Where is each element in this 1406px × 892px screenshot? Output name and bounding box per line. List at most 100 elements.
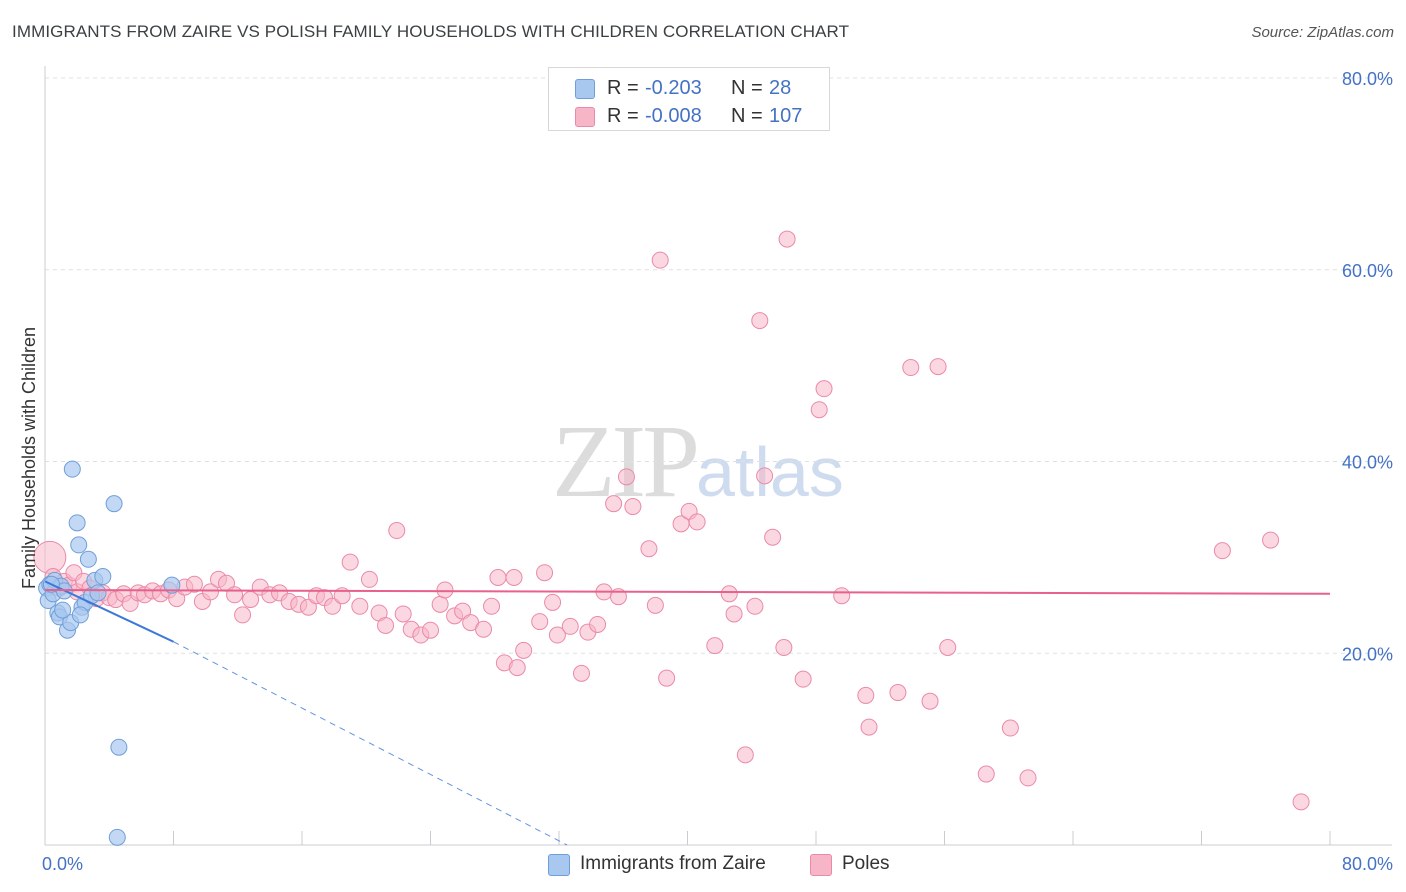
poles-point [394, 605, 412, 623]
poles-point [436, 581, 454, 599]
poles-point [921, 692, 939, 710]
legend-label: Poles [842, 853, 890, 874]
poles-point [1001, 719, 1019, 737]
zaire-swatch [548, 854, 570, 876]
poles-point [589, 615, 607, 633]
poles-point [548, 626, 566, 644]
n-value: 107 [769, 105, 803, 127]
correlation-legend: R = -0.203 N = 28 R = -0.008 N = 107 [548, 67, 830, 131]
zaire-point [105, 495, 123, 513]
poles-point [360, 570, 378, 588]
zaire-point [68, 514, 86, 532]
poles-point [902, 359, 920, 377]
poles-point [324, 597, 342, 615]
poles-point [860, 718, 878, 736]
poles-point [815, 380, 833, 398]
zaire-point [79, 550, 97, 568]
poles-point [1292, 793, 1310, 811]
poles-point [483, 597, 501, 615]
poles-point [422, 621, 439, 639]
x-tick-label: 80.0% [1342, 854, 1393, 874]
zaire-point [71, 606, 89, 624]
poles-point [764, 528, 782, 546]
zaire-point [63, 460, 81, 478]
tick-labels: 20.0% 40.0% 60.0% 80.0% 0.0% 80.0% [42, 69, 1393, 874]
series-legend: Immigrants from Zaire Poles [0, 852, 1406, 878]
poles-trend-line [44, 588, 1331, 595]
zaire-point [89, 584, 107, 602]
poles-point [929, 358, 947, 376]
poles-point [431, 595, 449, 613]
poles-point [640, 540, 658, 558]
y-tick-label: 20.0% [1342, 644, 1393, 664]
poles-point [234, 606, 252, 624]
poles-point [651, 251, 669, 269]
poles-point [624, 498, 642, 516]
poles-point [658, 669, 676, 687]
poles-point [1019, 769, 1037, 787]
poles-point [706, 637, 724, 655]
grid-lines [45, 77, 1392, 654]
poles-point [778, 230, 796, 248]
poles-point [605, 495, 623, 513]
poles-point [833, 587, 851, 605]
poles-point [939, 638, 957, 656]
chart-title: IMMIGRANTS FROM ZAIRE VS POLISH FAMILY H… [12, 22, 850, 41]
data-points [33, 230, 1310, 846]
y-axis-label: Family Households with Children [19, 327, 39, 589]
poles-point [572, 664, 590, 682]
poles-point [736, 746, 754, 764]
poles-point [388, 522, 406, 540]
poles-swatch [575, 107, 595, 127]
n-label: N = [731, 77, 763, 99]
poles-point [688, 513, 706, 531]
poles-point [720, 585, 738, 603]
poles-point [646, 596, 664, 614]
poles-point [725, 605, 743, 623]
axes [44, 66, 1392, 846]
y-tick-label: 60.0% [1342, 261, 1393, 281]
poles-point [185, 575, 203, 593]
zaire-point [163, 576, 181, 594]
poles-point [531, 613, 549, 631]
poles-point [536, 564, 554, 582]
trend-lines [44, 580, 1331, 846]
poles-point [201, 583, 219, 601]
legend-label: Immigrants from Zaire [580, 853, 766, 874]
poles-point [751, 312, 769, 330]
zaire-trend-line [44, 580, 174, 643]
poles-point [489, 569, 507, 587]
poles-point [775, 638, 793, 656]
zaire-swatch [575, 79, 595, 99]
zaire-point [108, 828, 126, 846]
legend-row-zaire: R = -0.203 N = 28 [549, 75, 829, 103]
poles-point [794, 670, 812, 688]
poles-point [299, 598, 317, 616]
poles-point [1213, 542, 1231, 560]
zaire-point [54, 601, 72, 619]
y-tick-label: 40.0% [1342, 453, 1393, 473]
poles-point [889, 684, 907, 702]
r-value: -0.203 [645, 77, 702, 99]
poles-point [977, 765, 995, 783]
source-label: Source: ZipAtlas.com [1251, 24, 1394, 41]
zaire-trend-extension [173, 641, 568, 846]
poles-point [505, 569, 523, 587]
poles-point [351, 597, 369, 615]
poles-point [756, 467, 774, 485]
x-tick-label: 0.0% [42, 854, 83, 874]
poles-point [341, 553, 359, 571]
poles-point [377, 616, 395, 634]
r-label: R = [607, 77, 639, 99]
poles-point [454, 602, 472, 620]
poles-point [746, 597, 764, 615]
zaire-point [110, 738, 128, 756]
zaire-point [70, 536, 88, 554]
poles-point [475, 620, 493, 638]
legend-row-poles: R = -0.008 N = 107 [549, 103, 829, 131]
n-value: 28 [769, 77, 792, 99]
r-label: R = [607, 105, 639, 127]
poles-point [515, 641, 533, 659]
r-value: -0.008 [645, 105, 702, 127]
poles-point [544, 593, 562, 611]
